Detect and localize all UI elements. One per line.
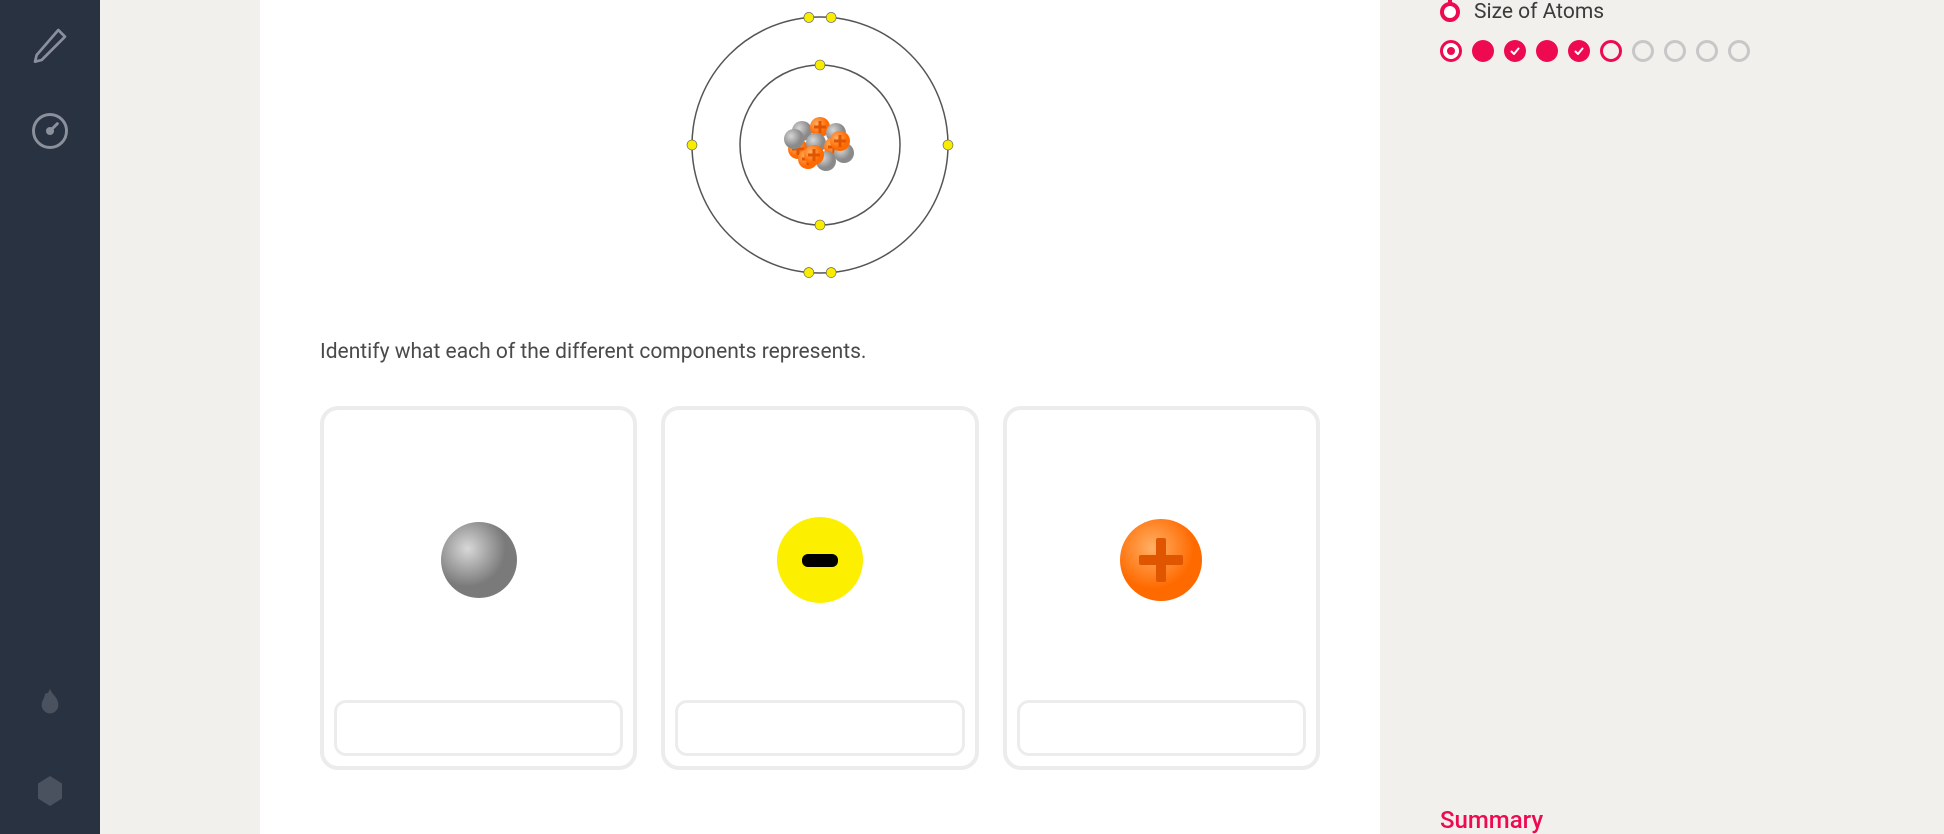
gauge-icon[interactable] <box>27 108 73 154</box>
topic-row[interactable]: Size of Atoms <box>1440 0 1916 24</box>
topic-marker-icon <box>1440 2 1460 22</box>
card-electron-image <box>675 420 964 700</box>
cards-row <box>320 406 1320 770</box>
progress-dot[interactable] <box>1504 40 1526 62</box>
card-proton-image <box>1017 420 1306 700</box>
progress-dot[interactable] <box>1536 40 1558 62</box>
instruction-text: Identify what each of the different comp… <box>320 340 1320 364</box>
progress-dot[interactable] <box>1568 40 1590 62</box>
progress-dot[interactable] <box>1600 40 1622 62</box>
progress-dot[interactable] <box>1664 40 1686 62</box>
sidebar <box>0 0 100 834</box>
progress-dots <box>1440 40 1916 62</box>
flame-icon[interactable] <box>27 682 73 728</box>
card-electron-input[interactable] <box>675 700 964 756</box>
right-panel: Size of Atoms Summary <box>1380 0 1944 834</box>
content-panel: Identify what each of the different comp… <box>260 0 1380 834</box>
atom-diagram <box>320 0 1320 310</box>
card-neutron-image <box>334 420 623 700</box>
progress-dot[interactable] <box>1472 40 1494 62</box>
hexagon-icon[interactable] <box>27 768 73 814</box>
summary-link[interactable]: Summary <box>1440 806 1916 834</box>
pencil-icon[interactable] <box>27 22 73 68</box>
progress-dot[interactable] <box>1728 40 1750 62</box>
topic-title: Size of Atoms <box>1474 0 1604 24</box>
progress-dot[interactable] <box>1696 40 1718 62</box>
card-electron[interactable] <box>661 406 978 770</box>
card-neutron-input[interactable] <box>334 700 623 756</box>
progress-dot[interactable] <box>1632 40 1654 62</box>
card-proton[interactable] <box>1003 406 1320 770</box>
progress-dot[interactable] <box>1440 40 1462 62</box>
card-neutron[interactable] <box>320 406 637 770</box>
card-proton-input[interactable] <box>1017 700 1306 756</box>
main-area: Identify what each of the different comp… <box>100 0 1944 834</box>
